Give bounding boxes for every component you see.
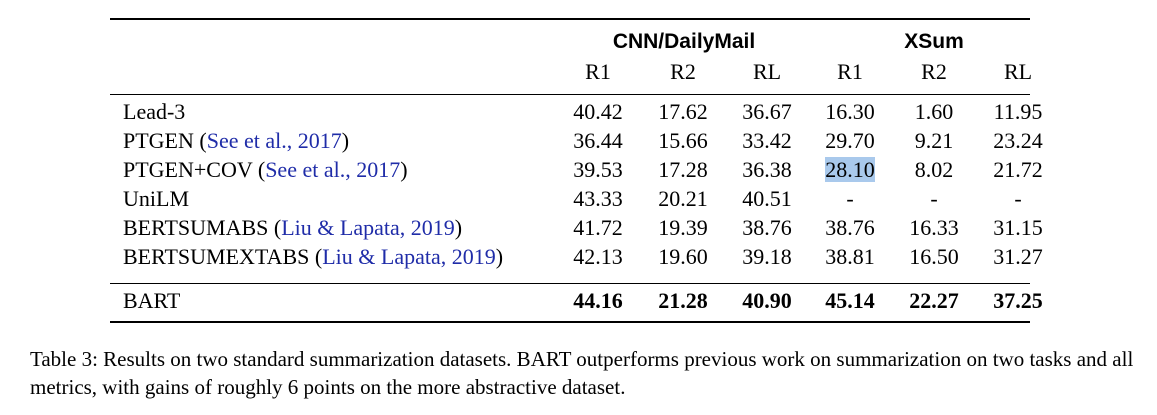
- table-cell: 36.38: [742, 157, 792, 182]
- table-cell-best: 40.90: [742, 288, 792, 313]
- metric-header: R2: [921, 59, 947, 84]
- table-caption: Table 3: Results on two standard summari…: [30, 347, 1134, 399]
- table-cell: 31.15: [993, 215, 1043, 240]
- metric-header: RL: [1003, 59, 1033, 84]
- table-cell: 17.28: [658, 157, 708, 182]
- table-cell: 15.66: [658, 128, 708, 153]
- citation-link[interactable]: Liu & Lapata, 2019: [281, 215, 455, 240]
- citation-link[interactable]: See et al., 2017: [265, 157, 401, 182]
- metric-header: R1: [585, 59, 611, 84]
- table-cell-best: 44.16: [573, 288, 623, 313]
- table-cell-best: 37.25: [993, 288, 1043, 313]
- table-cell: 20.21: [658, 186, 708, 211]
- table-cell: 16.50: [909, 244, 959, 269]
- table-cell: 38.76: [825, 215, 875, 240]
- table-row-model: UniLM: [123, 186, 189, 211]
- table-row-model: Lead-3: [123, 99, 186, 124]
- table-row-model: BERTSUMEXTABS (Liu & Lapata, 2019): [123, 244, 504, 269]
- group-header-xsum: XSum: [904, 30, 964, 53]
- table-cell: 8.02: [914, 157, 954, 182]
- table-cell-selected: 28.10: [815, 157, 885, 182]
- table-cell: 38.76: [742, 215, 792, 240]
- table-cell: 43.33: [573, 186, 623, 211]
- table-cell: 42.13: [573, 244, 623, 269]
- metric-header: R1: [837, 59, 863, 84]
- table-cell: 16.33: [909, 215, 959, 240]
- table-cell: 17.62: [658, 99, 708, 124]
- group-header-cnn-dailymail: CNN/DailyMail: [612, 30, 756, 53]
- metric-header: R2: [670, 59, 696, 84]
- citation-link[interactable]: Liu & Lapata, 2019: [322, 244, 496, 269]
- table-cell: -: [1014, 186, 1022, 211]
- table-cell: 29.70: [825, 128, 875, 153]
- table-cell-best: 45.14: [825, 288, 875, 313]
- table-bottom-rule: [110, 321, 1030, 323]
- table-row-model: PTGEN+COV (See et al., 2017): [123, 157, 408, 182]
- table-cell: 39.53: [573, 157, 623, 182]
- table-cell: 40.51: [742, 186, 792, 211]
- table-cell: 1.60: [914, 99, 954, 124]
- table-top-rule: [110, 18, 1030, 20]
- table-cell-best: 21.28: [658, 288, 708, 313]
- table-cell-best: 22.27: [909, 288, 959, 313]
- table-cell: 21.72: [993, 157, 1043, 182]
- table-cell: 16.30: [825, 99, 875, 124]
- table-cell: 40.42: [573, 99, 623, 124]
- table-cell: 19.60: [658, 244, 708, 269]
- table-cell: 19.39: [658, 215, 708, 240]
- table-cell: 39.18: [742, 244, 792, 269]
- final-row-separator: [110, 283, 1030, 285]
- table-row-model-bart: BART: [123, 288, 181, 313]
- header-rule: [110, 94, 1030, 96]
- metric-header: RL: [752, 59, 782, 84]
- table-cell: 9.21: [914, 128, 954, 153]
- table-cell: 33.42: [742, 128, 792, 153]
- table-cell: 31.27: [993, 244, 1043, 269]
- table-cell: 23.24: [993, 128, 1043, 153]
- table-cell: 36.67: [742, 99, 792, 124]
- citation-link[interactable]: See et al., 2017: [206, 128, 342, 153]
- table-cell: 38.81: [825, 244, 875, 269]
- table-cell: -: [846, 186, 854, 211]
- table-cell: -: [930, 186, 938, 211]
- table-row-model: BERTSUMABS (Liu & Lapata, 2019): [123, 215, 463, 240]
- table-cell: 41.72: [573, 215, 623, 240]
- table-cell: 36.44: [573, 128, 623, 153]
- table-cell: 11.95: [993, 99, 1043, 124]
- selection-highlight: 28.10: [825, 157, 875, 182]
- table-row-model: PTGEN (See et al., 2017): [123, 128, 350, 153]
